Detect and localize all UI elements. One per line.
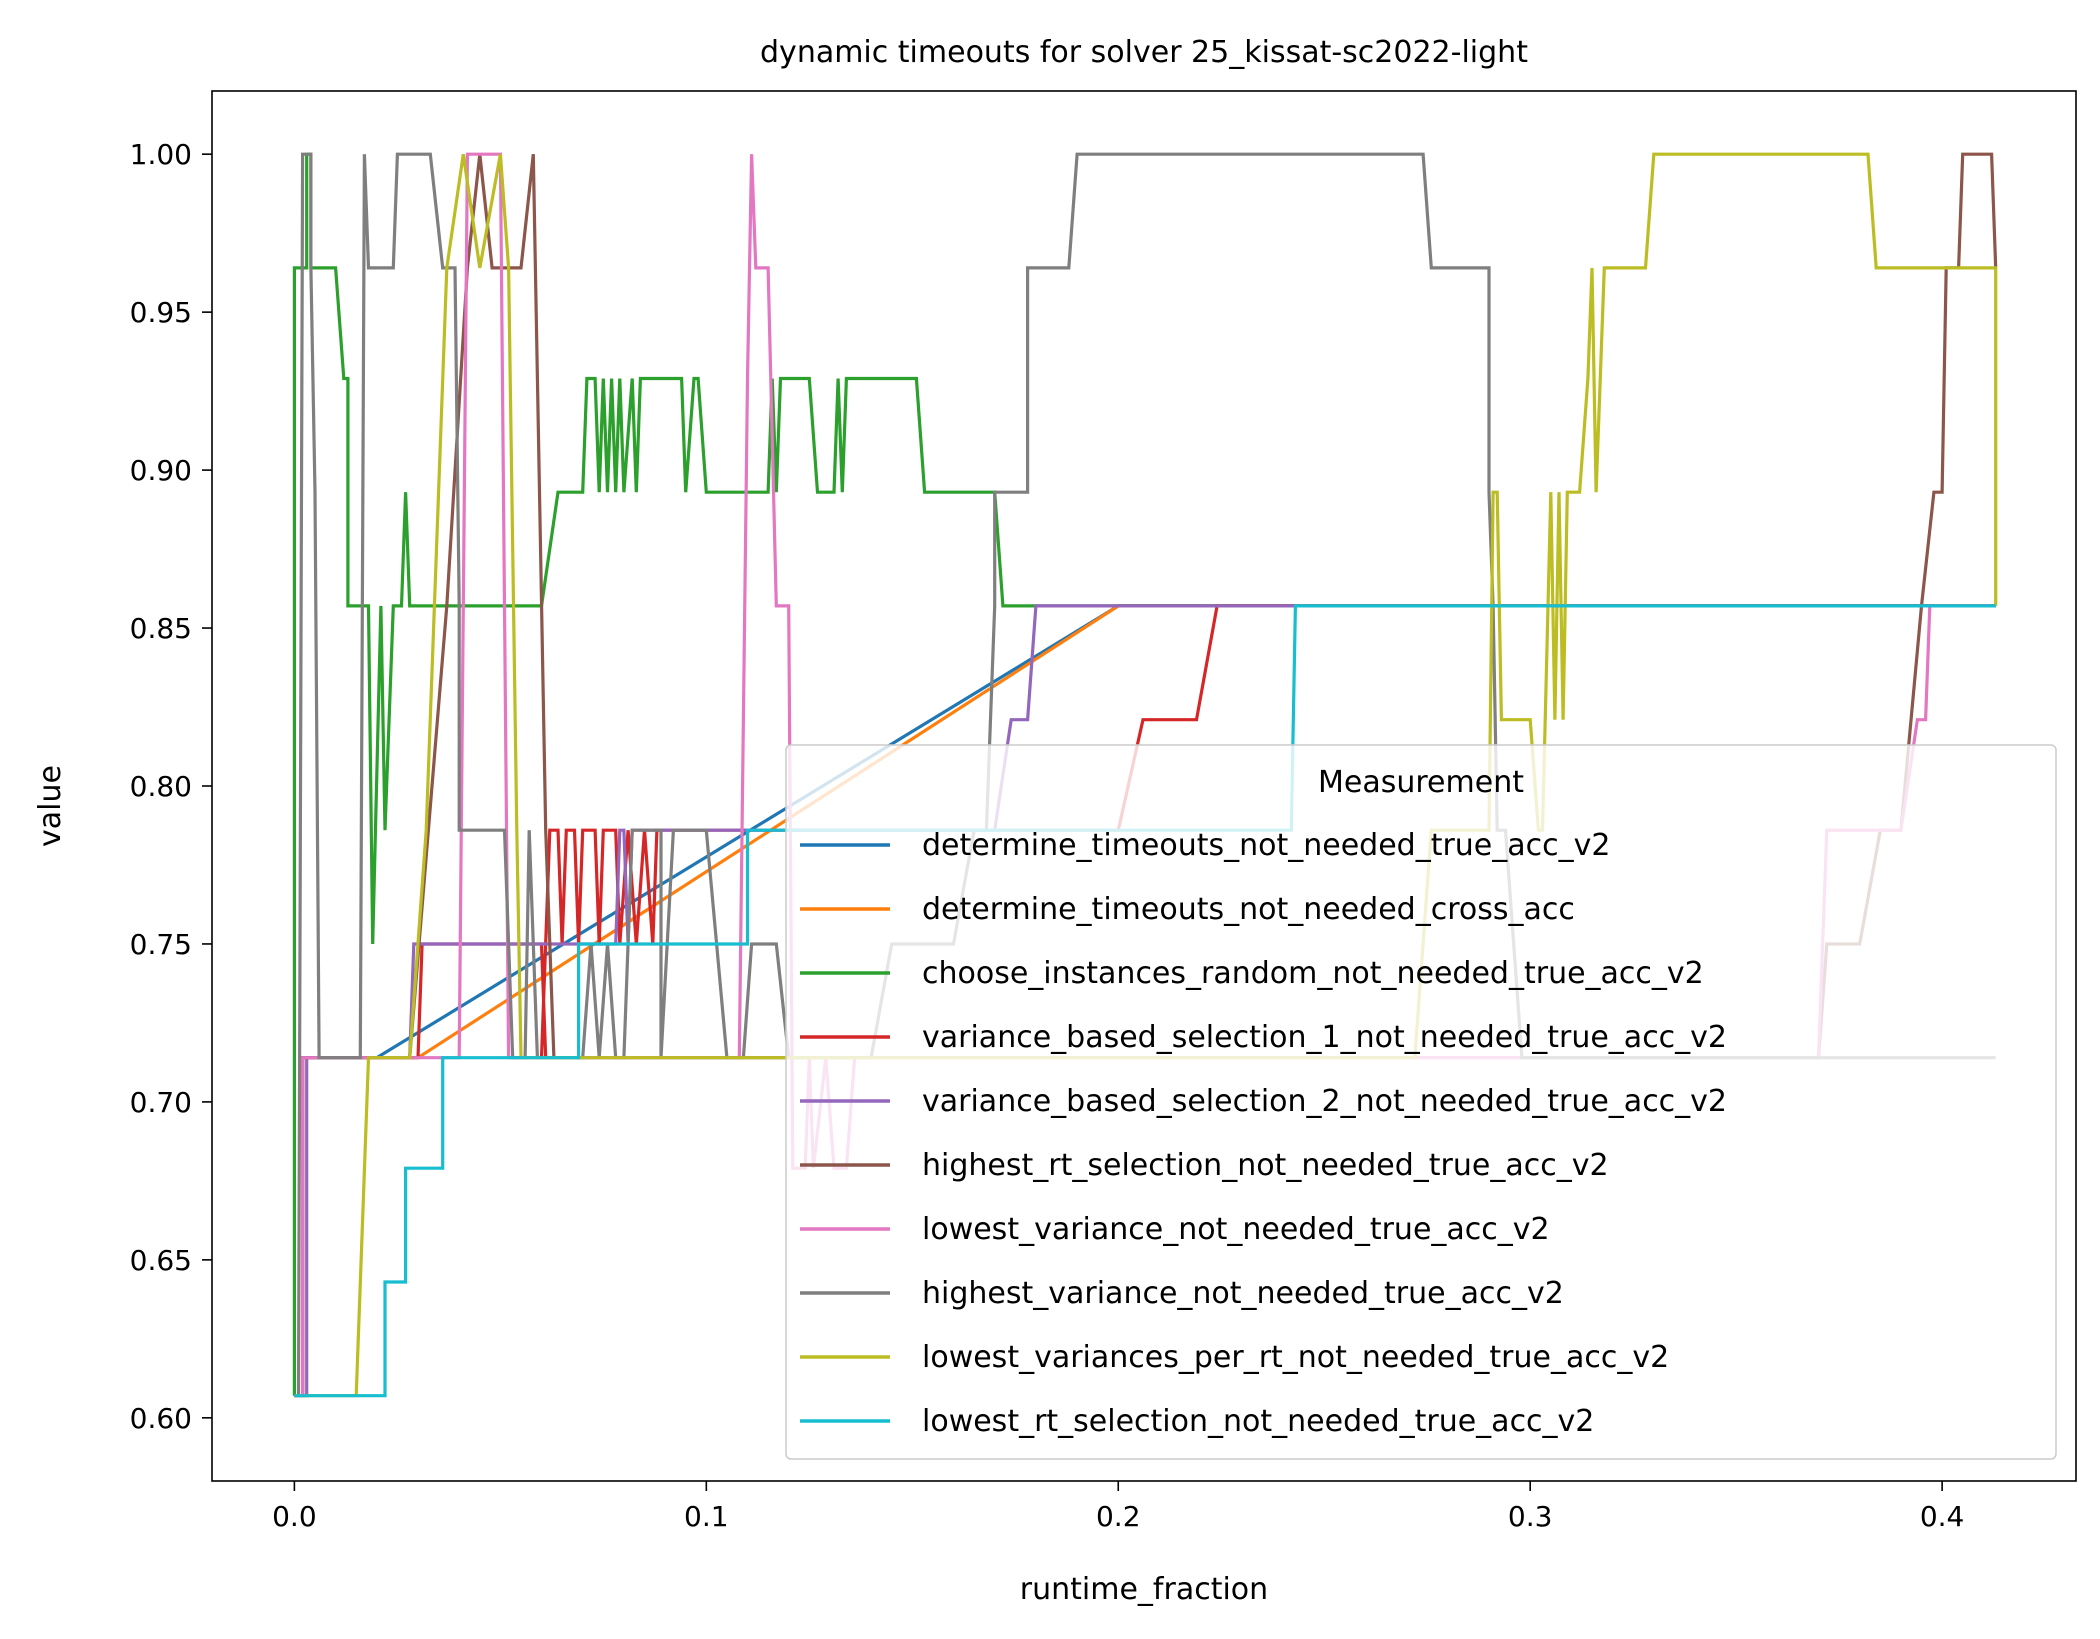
y-tick-label: 0.65 (130, 1244, 192, 1277)
legend-label: determine_timeouts_not_needed_cross_acc (922, 892, 1575, 927)
legend-label: determine_timeouts_not_needed_true_acc_v… (922, 828, 1610, 863)
x-tick-label: 0.2 (1096, 1500, 1141, 1533)
y-axis: 0.60 0.65 0.70 0.75 0.80 0.85 0.90 0.95 1.00 (130, 138, 212, 1435)
legend: Measurement determine_timeouts_not_neede… (785, 744, 2057, 1460)
series-line-3 (292, 152, 1996, 1396)
legend-label: variance_based_selection_1_not_needed_tr… (922, 1020, 1727, 1055)
chart-title: dynamic timeouts for solver 25_kissat-sc… (760, 35, 1528, 70)
y-tick-label: 0.95 (130, 296, 192, 329)
x-tick-label: 0.4 (1920, 1500, 1965, 1533)
legend-label: highest_variance_not_needed_true_acc_v2 (922, 1276, 1564, 1311)
y-axis-label: value (33, 765, 68, 847)
x-tick-label: 0.0 (272, 1500, 317, 1533)
y-tick-label: 1.00 (130, 138, 192, 171)
legend-label: lowest_variance_not_needed_true_acc_v2 (922, 1212, 1550, 1247)
x-tick-label: 0.3 (1508, 1500, 1553, 1533)
legend-label: highest_rt_selection_not_needed_true_acc… (922, 1148, 1609, 1183)
legend-label: lowest_rt_selection_not_needed_true_acc_… (922, 1404, 1594, 1439)
legend-entries: determine_timeouts_not_needed_true_acc_v… (800, 828, 1727, 1439)
legend-box (785, 744, 2057, 1460)
y-tick-label: 0.70 (130, 1086, 192, 1119)
series-line-8 (294, 152, 1996, 1398)
x-axis-label: runtime_fraction (1020, 1572, 1268, 1607)
y-tick-label: 0.80 (130, 770, 192, 803)
legend-label: variance_based_selection_2_not_needed_tr… (922, 1084, 1727, 1119)
legend-label: lowest_variances_per_rt_not_needed_true_… (922, 1340, 1669, 1375)
legend-label: choose_instances_random_not_needed_true_… (922, 956, 1704, 991)
y-tick-label: 0.90 (130, 454, 192, 487)
y-tick-label: 0.75 (130, 928, 192, 961)
x-axis: 0.0 0.1 0.2 0.3 0.4 (272, 1481, 1964, 1533)
y-tick-label: 0.85 (130, 612, 192, 645)
x-tick-label: 0.1 (684, 1500, 729, 1533)
legend-title: Measurement (1318, 765, 1524, 800)
series-line-9 (294, 152, 1998, 1398)
y-tick-label: 0.60 (130, 1402, 192, 1435)
